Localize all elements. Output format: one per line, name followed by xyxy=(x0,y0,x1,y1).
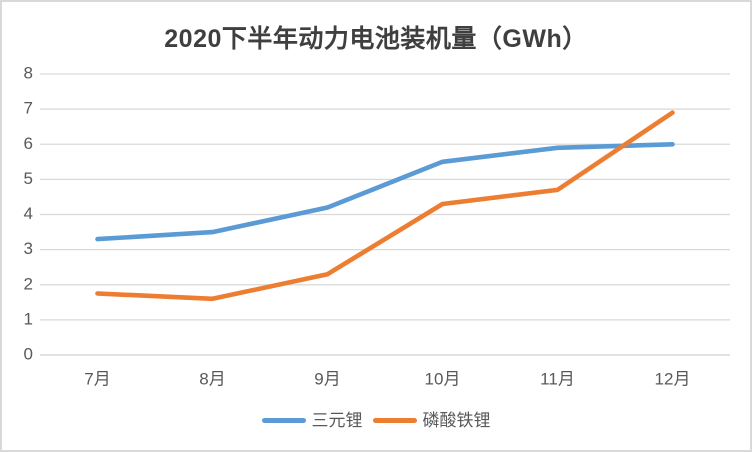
y-axis-tick-label: 6 xyxy=(24,134,33,153)
y-axis-tick-label: 5 xyxy=(24,169,33,188)
y-axis-tick-label: 8 xyxy=(24,64,33,83)
series-line-1 xyxy=(95,110,675,302)
x-axis-tick-label: 8月 xyxy=(199,370,225,389)
y-axis-tick-label: 1 xyxy=(24,309,33,328)
y-axis-tick-label: 0 xyxy=(24,345,33,364)
legend-item-0: 三元锂 xyxy=(261,410,363,430)
legend-label: 磷酸铁锂 xyxy=(422,410,491,430)
x-axis-tick-label: 9月 xyxy=(314,370,340,389)
y-axis-tick-label: 4 xyxy=(24,204,33,223)
legend-item-1: 磷酸铁锂 xyxy=(372,410,491,430)
x-axis-tick-label: 7月 xyxy=(84,370,110,389)
x-axis-tick-label: 10月 xyxy=(425,370,461,389)
legend-line-swatch xyxy=(372,417,417,423)
chart-title: 2020下半年动力电池装机量（GWh） xyxy=(164,25,588,53)
x-axis-tick-label: 12月 xyxy=(655,370,691,389)
y-axis-tick-label: 3 xyxy=(24,239,33,258)
legend-label: 三元锂 xyxy=(311,410,363,430)
legend-line-swatch xyxy=(261,417,306,423)
y-axis-tick-label: 2 xyxy=(24,274,33,293)
x-axis-tick-label: 11月 xyxy=(540,370,575,389)
y-axis-tick-label: 7 xyxy=(24,99,33,118)
chart-legend: 三元锂 磷酸铁锂 xyxy=(2,406,750,434)
series-line-0 xyxy=(95,142,675,242)
